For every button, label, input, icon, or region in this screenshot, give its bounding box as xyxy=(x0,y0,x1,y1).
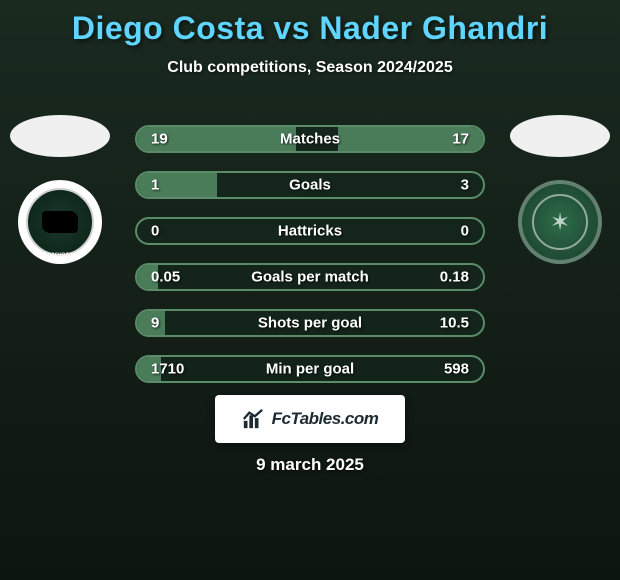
club-left-emblem xyxy=(42,211,78,233)
stat-row: 0.05Goals per match0.18 xyxy=(135,263,485,291)
stat-value-right: 3 xyxy=(461,177,469,194)
stat-label: Goals per match xyxy=(137,269,483,286)
club-badge-left: Краснодар xyxy=(18,180,102,264)
stat-label: Goals xyxy=(137,177,483,194)
page-title: Diego Costa vs Nader Ghandri xyxy=(0,0,620,47)
stat-label: Min per goal xyxy=(137,361,483,378)
brand-chart-icon xyxy=(242,408,264,430)
club-badge-left-inner: Краснодар xyxy=(26,188,94,256)
player-photo-right xyxy=(510,115,610,157)
club-right-emblem: ✶ xyxy=(550,208,570,237)
stat-value-right: 0.18 xyxy=(440,269,469,286)
stat-row: 0Hattricks0 xyxy=(135,217,485,245)
stat-row: 1710Min per goal598 xyxy=(135,355,485,383)
date-text: 9 march 2025 xyxy=(0,455,620,475)
stat-label: Shots per goal xyxy=(137,315,483,332)
brand-text: FcTables.com xyxy=(272,409,379,429)
stat-label: Hattricks xyxy=(137,223,483,240)
brand-box: FcTables.com xyxy=(215,395,405,443)
stat-value-right: 0 xyxy=(461,223,469,240)
stat-label: Matches xyxy=(137,131,483,148)
stat-row: 9Shots per goal10.5 xyxy=(135,309,485,337)
club-badge-right: ✶ xyxy=(518,180,602,264)
subtitle: Club competitions, Season 2024/2025 xyxy=(0,59,620,77)
stat-row: 1Goals3 xyxy=(135,171,485,199)
club-left-label: Краснодар xyxy=(44,252,76,258)
club-badge-right-inner: ✶ xyxy=(532,194,588,250)
player-photo-left xyxy=(10,115,110,157)
stat-row: 19Matches17 xyxy=(135,125,485,153)
stat-value-right: 598 xyxy=(444,361,469,378)
stats-container: 19Matches17 1Goals3 0Hattricks0 0.05Goals p… xyxy=(135,125,485,401)
stat-value-right: 10.5 xyxy=(440,315,469,332)
stat-value-right: 17 xyxy=(452,131,469,148)
